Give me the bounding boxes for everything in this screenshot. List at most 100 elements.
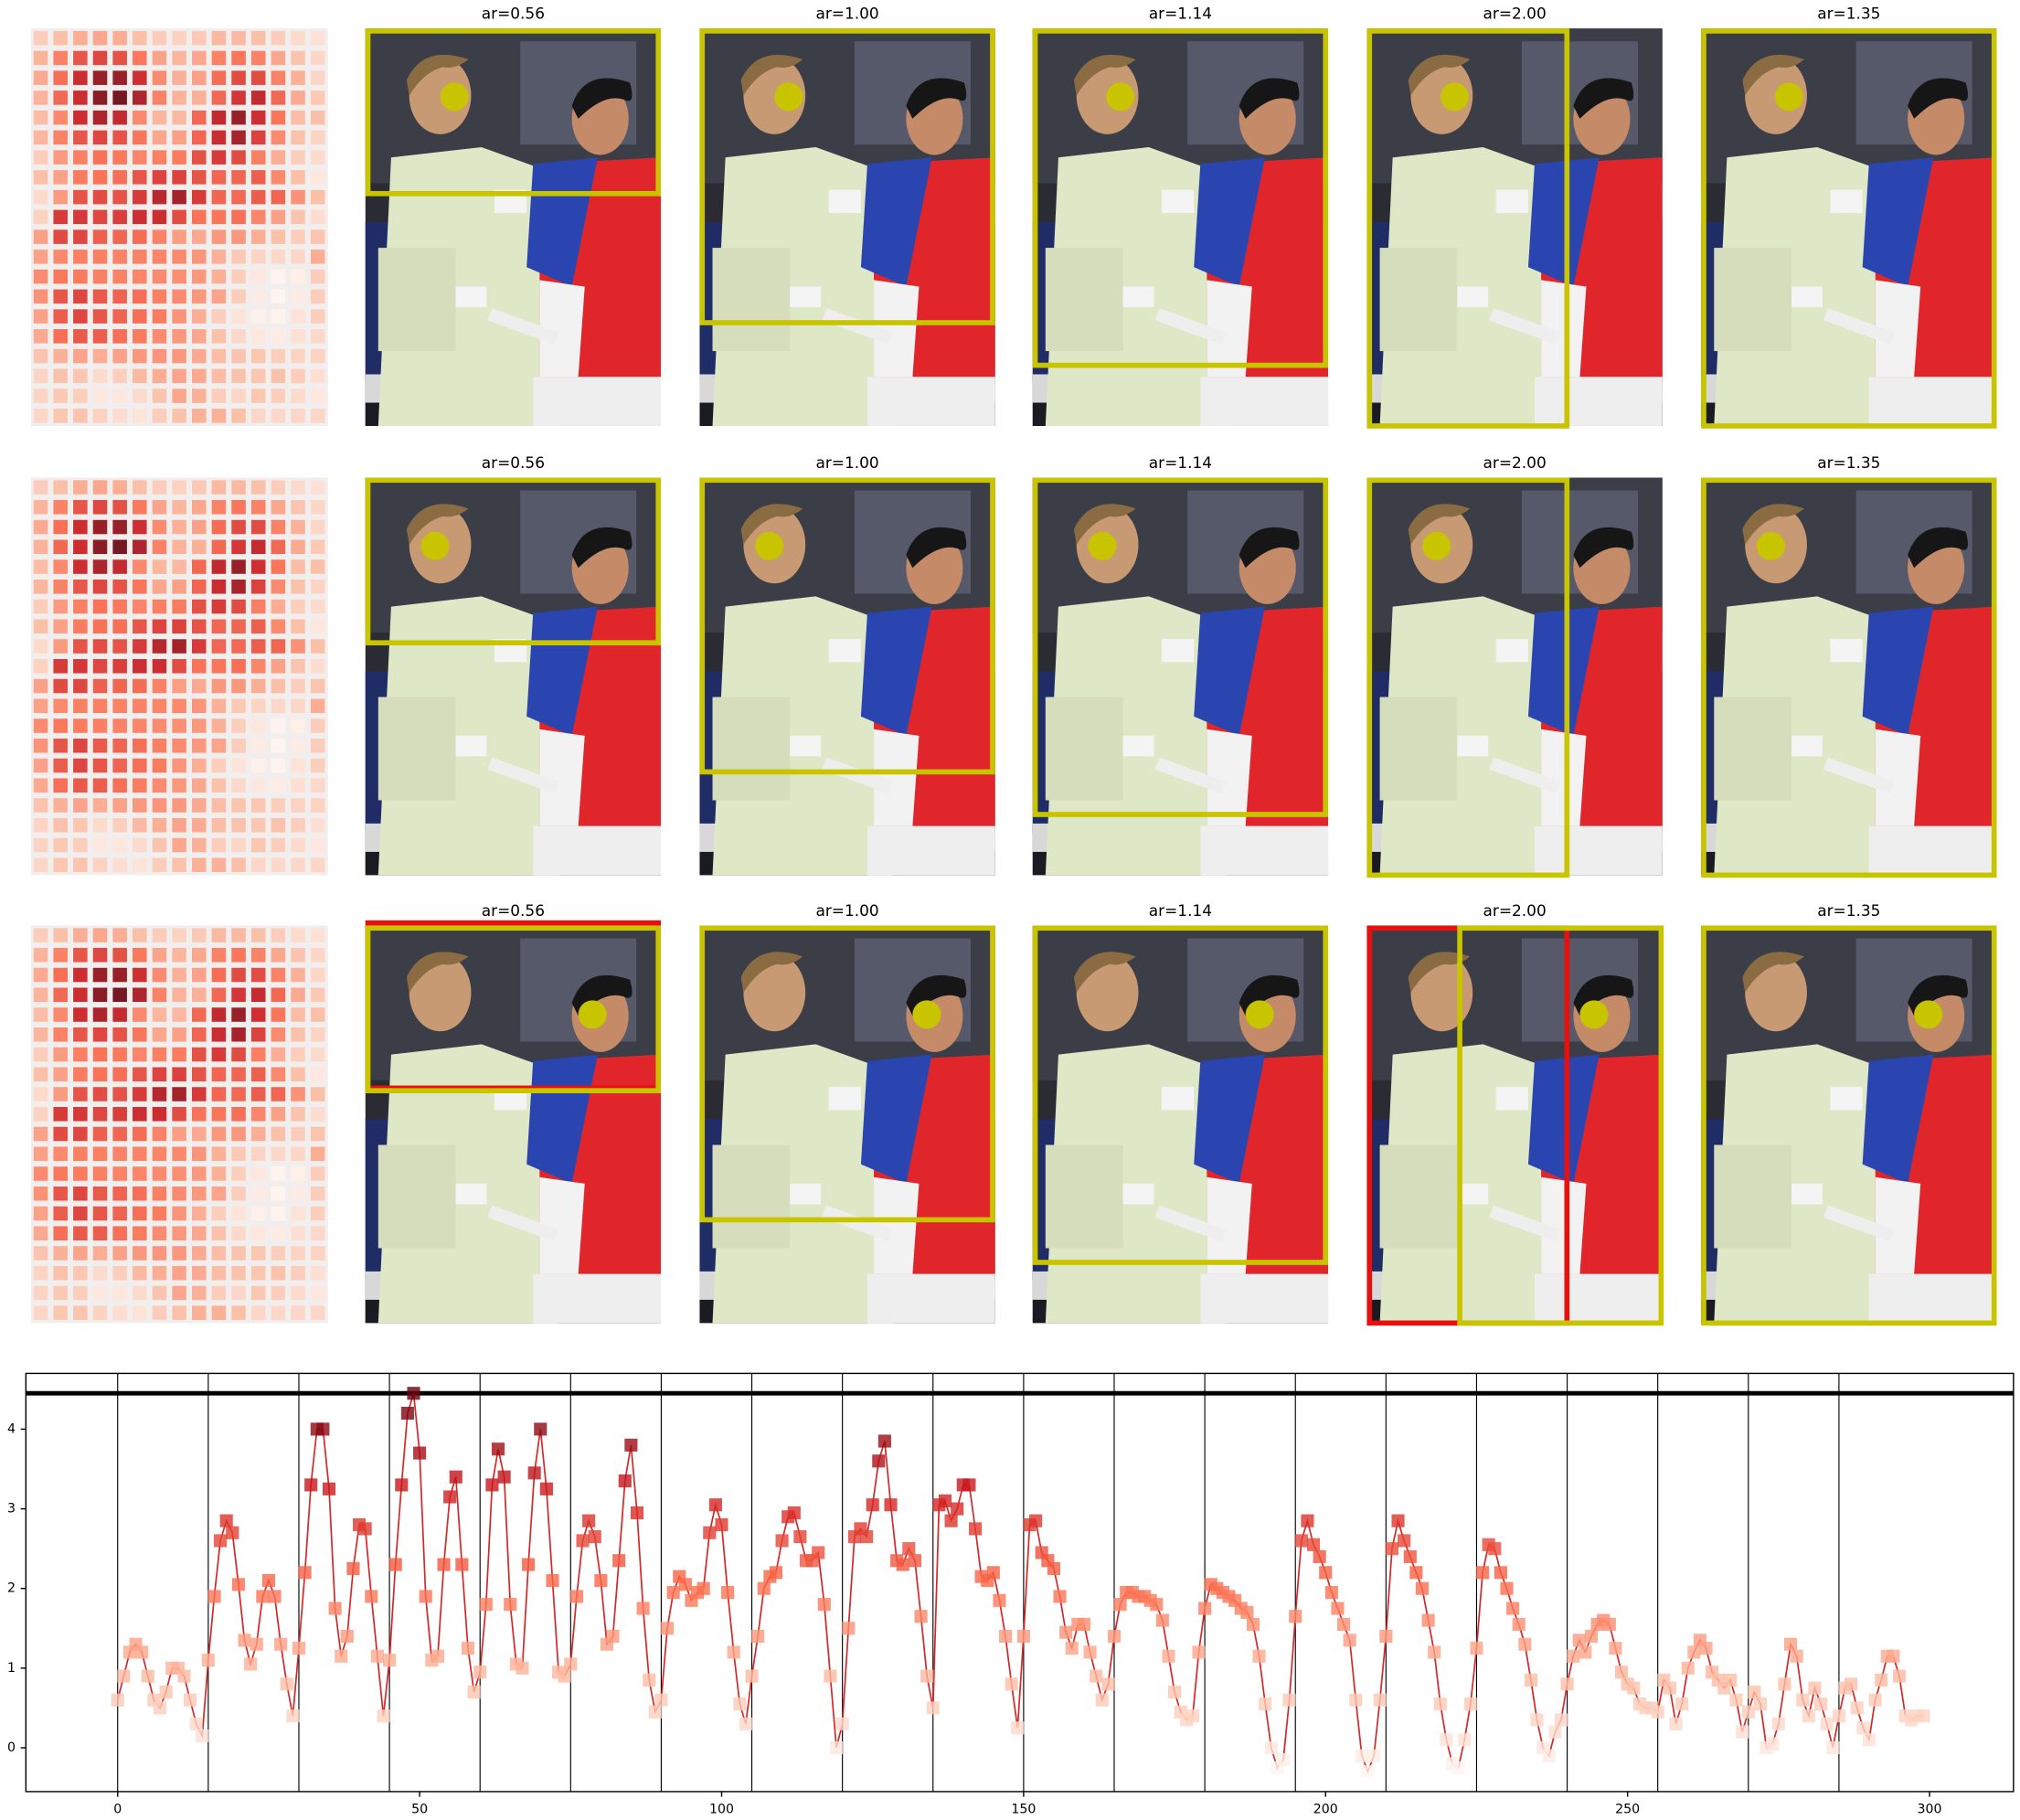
panel-title: ar=0.56: [482, 453, 545, 472]
heatmap-cell: [250, 1047, 266, 1062]
data-marker: [745, 1669, 759, 1683]
heatmap-cell: [211, 480, 227, 495]
heatmap-cell: [92, 639, 108, 654]
heatmap-cell: [112, 1126, 127, 1142]
heatmap-cell: [271, 229, 286, 244]
heatmap-cell: [152, 1087, 167, 1102]
heatmap-cell: [73, 837, 88, 853]
heatmap-cell: [291, 368, 305, 384]
data-marker: [473, 1666, 487, 1679]
photo: [365, 28, 662, 426]
heatmap-cell: [112, 837, 127, 853]
data-marker: [261, 1573, 275, 1588]
heatmap-cell: [152, 329, 167, 344]
face-marker: [774, 82, 803, 112]
heatmap-cell: [92, 857, 108, 872]
data-marker: [1053, 1590, 1067, 1603]
heatmap-cell: [250, 967, 266, 983]
heatmap-cell: [291, 1246, 305, 1261]
heatmap-cell: [152, 580, 167, 594]
data-marker: [1150, 1598, 1164, 1612]
heatmap-cell: [33, 599, 48, 614]
heatmap-cell: [271, 857, 286, 872]
heatmap-cell: [172, 1186, 186, 1201]
heatmap-cell: [33, 1126, 48, 1142]
heatmap-cell: [211, 70, 227, 85]
data-marker: [1579, 1645, 1592, 1659]
data-marker: [824, 1669, 837, 1683]
heatmap-cell: [152, 1146, 167, 1162]
heatmap-cell: [172, 519, 186, 535]
data-marker: [437, 1558, 451, 1571]
heatmap-cell: [92, 480, 108, 495]
heatmap-cell: [53, 619, 68, 634]
panel-title: ar=2.00: [1483, 5, 1546, 23]
heatmap-cell: [231, 170, 246, 185]
heatmap-cell: [191, 368, 207, 384]
heatmap-cell: [211, 1186, 227, 1201]
heatmap-cell: [211, 189, 227, 205]
heatmap-cell: [112, 1067, 127, 1082]
heatmap-cell: [191, 289, 207, 304]
heatmap-cell: [73, 778, 88, 793]
heatmap-cell: [92, 1106, 108, 1122]
face-marker: [1422, 531, 1451, 560]
heatmap-cell: [112, 189, 127, 205]
heatmap-cell: [92, 1146, 108, 1162]
heatmap-cell: [191, 738, 207, 753]
panel-title: ar=1.14: [1149, 453, 1212, 472]
heatmap-cell: [112, 1265, 127, 1281]
heatmap-cell: [152, 1027, 167, 1042]
heatmap-cell: [53, 928, 68, 942]
heatmap-cell: [73, 1007, 88, 1022]
data-marker: [1567, 1649, 1580, 1663]
heatmap-cell: [33, 1106, 48, 1122]
data-marker: [1850, 1701, 1864, 1715]
data-marker: [588, 1530, 601, 1544]
heatmap-cell: [53, 580, 68, 594]
heatmap-cell: [271, 817, 286, 833]
heatmap-cell: [271, 90, 286, 105]
heatmap-cell: [231, 778, 246, 793]
data-marker: [539, 1482, 553, 1495]
heatmap-cell: [310, 1087, 325, 1102]
heatmap-cell: [73, 50, 88, 66]
heatmap-cell: [73, 857, 88, 872]
heatmap-cell: [73, 798, 88, 813]
heatmap-cell: [172, 250, 186, 264]
heatmap-cell: [92, 987, 108, 1003]
heatmap-cell: [271, 150, 286, 165]
heatmap-cell: [33, 1027, 48, 1042]
data-marker: [135, 1645, 149, 1659]
heatmap-cell: [231, 1206, 246, 1221]
heatmap-cell: [231, 1146, 246, 1162]
heatmap-cell: [291, 1067, 305, 1082]
heatmap-cell: [53, 1285, 68, 1301]
heatmap-cell: [33, 580, 48, 594]
heatmap-cell: [92, 658, 108, 674]
heatmap-cell: [172, 348, 186, 364]
data-marker: [703, 1526, 717, 1539]
heatmap-cell: [33, 1226, 48, 1240]
heatmap-cell: [33, 658, 48, 674]
heatmap-cell: [53, 1067, 68, 1082]
heatmap-cell: [172, 110, 186, 125]
heatmap-cell: [291, 1265, 305, 1281]
heatmap-cell: [172, 987, 186, 1003]
heatmap-cell: [53, 309, 68, 324]
heatmap-cell: [112, 1007, 127, 1022]
heatmap-cell: [133, 948, 147, 963]
x-tick-label: 250: [1615, 1803, 1640, 1817]
data-marker: [648, 1705, 662, 1719]
data-marker: [534, 1422, 548, 1436]
heatmap-cell: [53, 1265, 68, 1281]
heatmap-cell: [250, 170, 266, 185]
heatmap-cell: [33, 388, 48, 403]
heatmap-cell: [172, 639, 186, 654]
heatmap-cell: [33, 857, 48, 872]
heatmap-cell: [53, 1305, 68, 1320]
heatmap-cell: [172, 90, 186, 105]
heatmap-cell: [271, 778, 286, 793]
data-marker: [1059, 1625, 1073, 1639]
panel-title: ar=1.00: [815, 5, 878, 23]
